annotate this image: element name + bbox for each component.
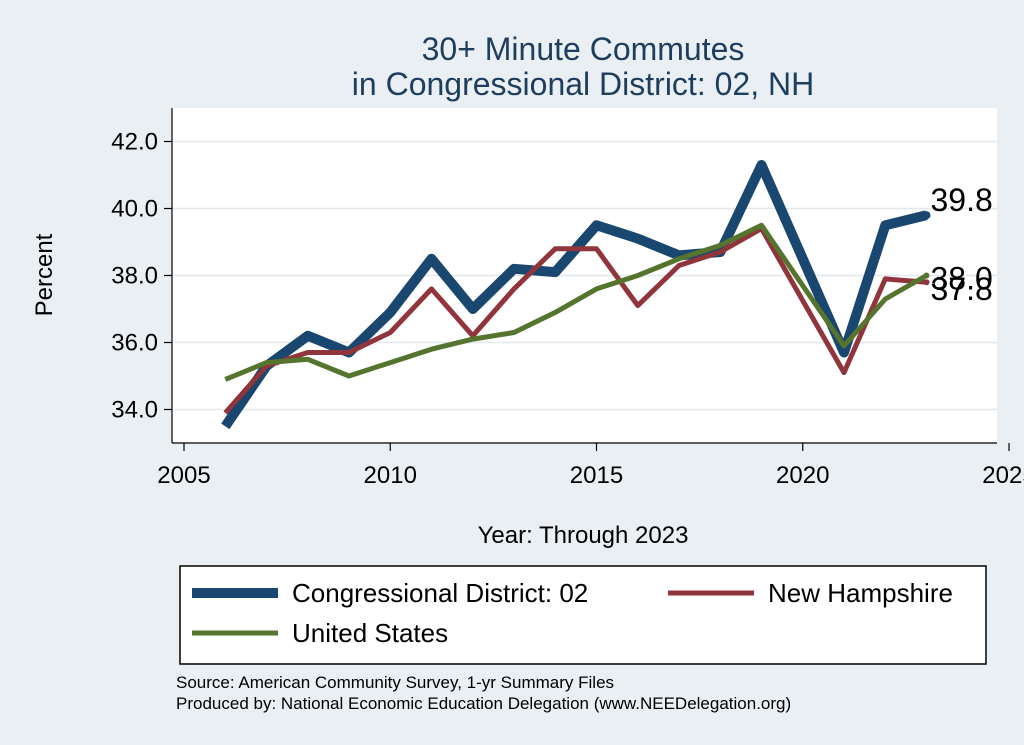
y-tick-label: 38.0 — [111, 263, 158, 290]
y-axis-label: Percent — [31, 233, 58, 316]
end-labels: 39.8 37.838.0 — [931, 182, 993, 307]
end-value-label: 38.0 — [931, 261, 993, 297]
legend-label: New Hampshire — [768, 578, 953, 608]
produced-by-line: Produced by: National Economic Education… — [176, 694, 791, 713]
series-line-0 — [221, 160, 928, 430]
series-end-point — [922, 211, 931, 220]
series-lines — [221, 160, 931, 430]
x-axis-label: Year: Through 2023 — [478, 522, 689, 549]
axes: 34.0 36.0 38.0 40.0 42.0 2005 2010 2015 2020 2025 — [111, 108, 1024, 489]
x-tick-label: 2015 — [570, 462, 623, 489]
gridlines — [172, 140, 997, 411]
chart-subtitle: in Congressional District: 02, NH — [352, 66, 814, 102]
end-value-label: 37.8 — [931, 271, 993, 307]
end-value-label: 39.8 — [931, 182, 993, 218]
chart-title: 30+ Minute Commutes — [422, 31, 745, 67]
legend-label: United States — [292, 618, 448, 648]
y-tick-label: 36.0 — [111, 330, 158, 357]
x-tick-label: 2010 — [364, 462, 417, 489]
legend: Congressional District: 02 New Hampshire U… — [192, 578, 953, 648]
y-tick-label: 42.0 — [111, 129, 158, 156]
series-end-point — [923, 279, 930, 286]
y-tick-label: 34.0 — [111, 397, 158, 424]
x-tick-label: 2020 — [776, 462, 829, 489]
series-end-point — [923, 272, 930, 279]
x-tick-label: 2025 — [982, 462, 1024, 489]
legend-box — [179, 565, 987, 665]
legend-label: Congressional District: 02 — [292, 578, 588, 608]
y-tick-label: 40.0 — [111, 196, 158, 223]
series-line-1 — [223, 226, 927, 415]
x-tick-label: 2005 — [157, 462, 210, 489]
series-line-2 — [224, 222, 928, 382]
source-line: Source: American Community Survey, 1-yr … — [176, 673, 614, 692]
